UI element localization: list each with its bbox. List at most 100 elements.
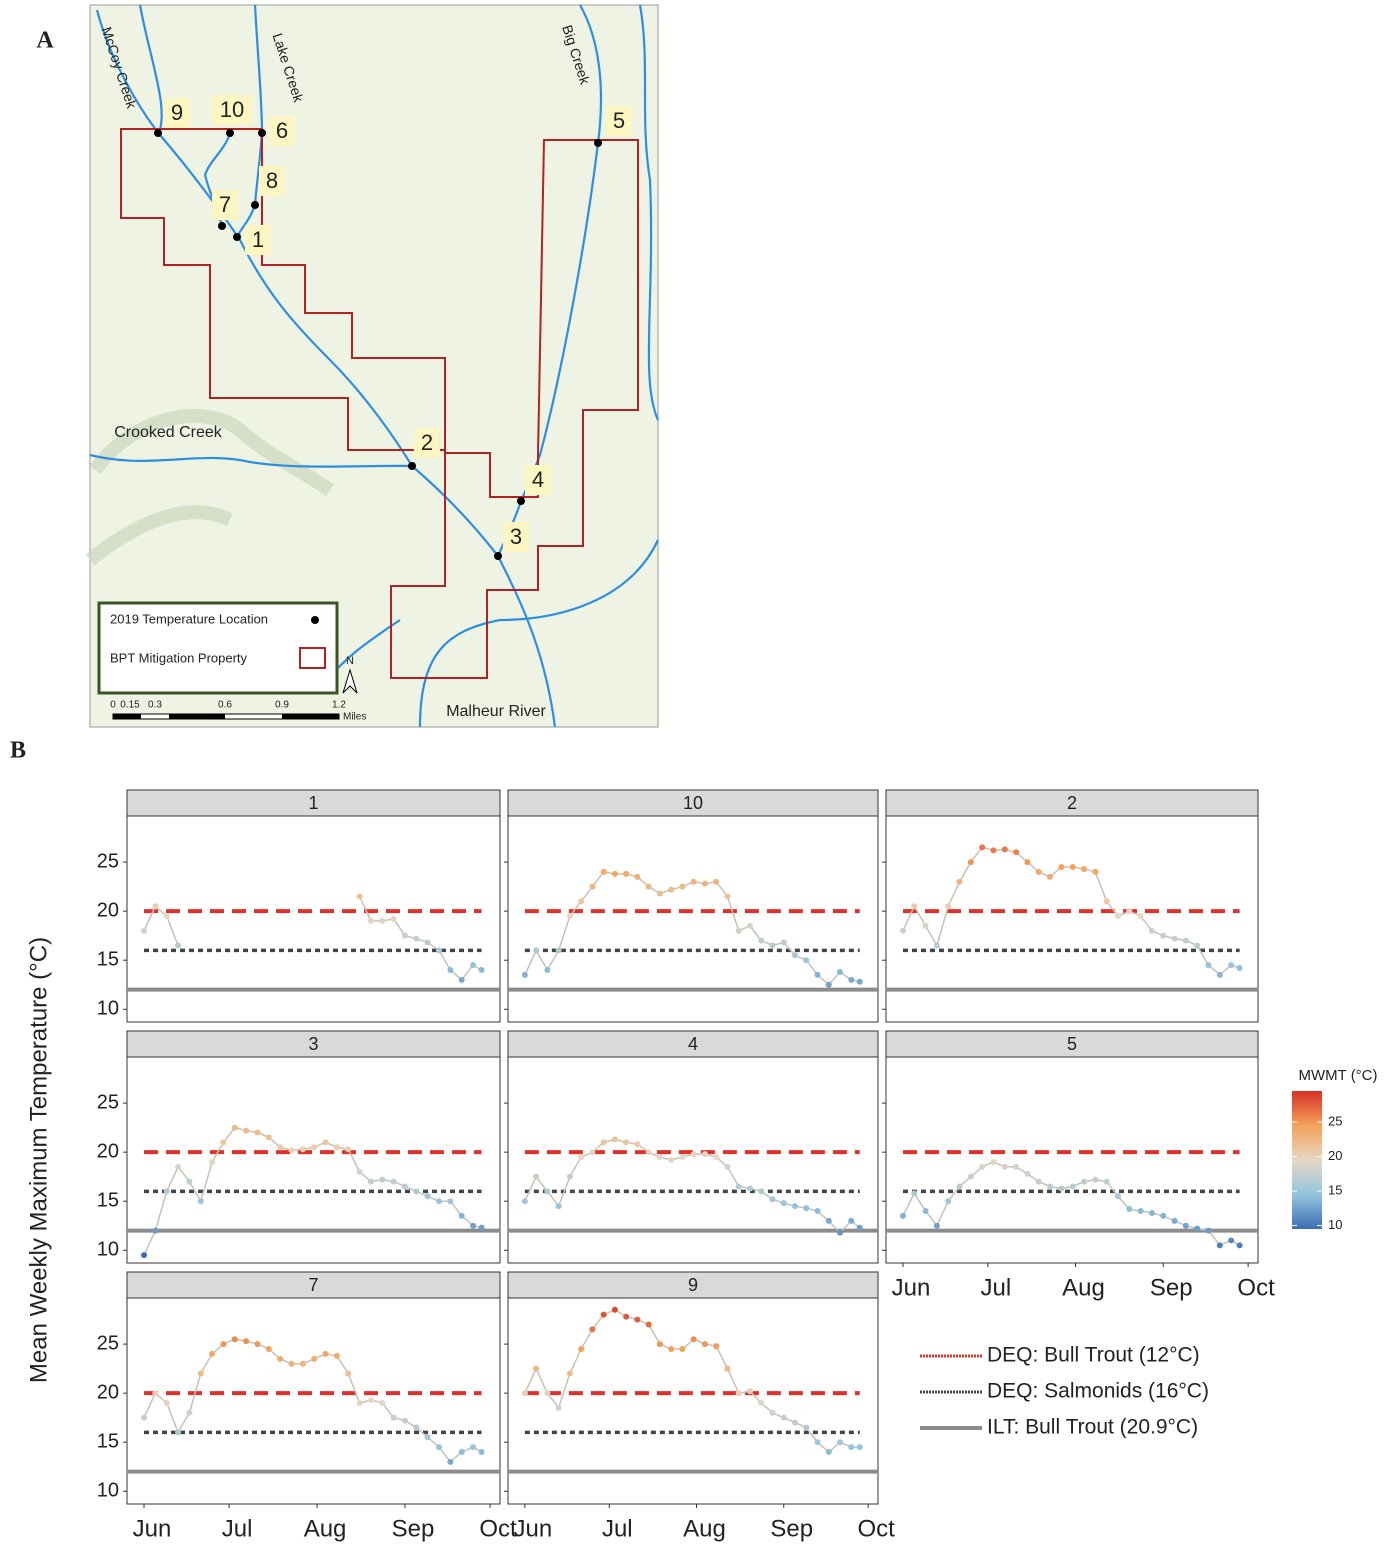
colorbar-tick-label: 10 [1328,1217,1342,1232]
facet-title: 10 [683,793,703,813]
facet: 2 [882,790,1258,1022]
temperature-point [837,1439,843,1445]
temperature-point [1183,938,1189,944]
temperature-point [736,1183,742,1189]
temperature-point [724,1164,730,1170]
legend-label: 2019 Temperature Location [110,611,268,626]
y-tick-label: 15 [97,1430,119,1452]
temperature-point [459,1449,465,1455]
scale-label: 0.15 [120,700,140,711]
temperature-point [781,1415,787,1421]
temperature-point [334,1144,340,1150]
temperature-point [1058,864,1064,870]
temperature-point [769,942,775,948]
temperature-point [979,844,985,850]
temperature-point [402,1418,408,1424]
facet-title: 5 [1067,1034,1077,1054]
temperature-point [803,1205,809,1211]
temperature-point [837,969,843,975]
temperature-point [857,979,863,985]
y-tick-label: 25 [97,1091,119,1113]
site-label: 6 [276,118,288,143]
temperature-point [758,1188,764,1194]
stream-label: Malheur River [446,703,546,720]
temperature-point [968,859,974,865]
temperature-point [413,936,419,942]
temperature-point [300,1361,306,1367]
site-label: 5 [613,108,625,133]
facet-title: 1 [308,793,318,813]
colorbar-tick-label: 15 [1328,1182,1342,1197]
scale-label: 0.6 [218,700,232,711]
facet: 710152025JunJulAugSepOct [97,1272,517,1542]
temperature-point [152,1228,158,1234]
temperature-point [1149,928,1155,934]
temperature-point [668,1346,674,1352]
temperature-point [323,1351,329,1357]
temperature-point [368,1397,374,1403]
temperature-point [402,1183,408,1189]
temperature-point [979,1164,985,1170]
temperature-point [357,1169,363,1175]
temperature-point [243,1128,249,1134]
temperature-point [186,1179,192,1185]
y-tick-label: 25 [97,850,119,872]
temperature-point [1228,962,1234,968]
temperature-point [300,1146,306,1152]
x-tick-label: Jun [133,1515,172,1542]
temperature-point [311,1144,317,1150]
temperature-point [1092,1177,1098,1183]
site-label: 3 [510,524,522,549]
site-dot [251,201,259,209]
temperature-point [1138,913,1144,919]
temperature-point [379,1400,385,1406]
temperature-point [175,942,181,948]
temperature-point [578,1346,584,1352]
temperature-point [713,1343,719,1349]
x-tick-label: Aug [304,1515,347,1542]
temperature-point [691,1151,697,1157]
y-tick-label: 10 [97,1239,119,1261]
temperature-point [1115,1193,1121,1199]
temperature-point [589,1149,595,1155]
temperature-point [612,871,618,877]
temperature-point [826,982,832,988]
temperature-point [923,1208,929,1214]
temperature-point [848,977,854,983]
temperature-point [413,1424,419,1430]
temperature-point [254,1341,260,1347]
x-tick-label: Jul [980,1274,1011,1301]
temperature-point [1205,1228,1211,1234]
facet-title: 7 [308,1275,318,1295]
temperature-point [1183,1223,1189,1229]
y-axis-label: Mean Weekly Maximum Temperature (°C) [25,937,52,1383]
site-label: 7 [219,192,231,217]
temperature-point [447,1459,453,1465]
temperature-point [379,918,385,924]
colorbar-tick-label: 20 [1328,1148,1342,1163]
temperature-point [747,923,753,929]
y-tick-label: 10 [97,1480,119,1502]
y-tick-label: 25 [97,1332,119,1354]
temperature-point [1058,1185,1064,1191]
temperature-point [567,913,573,919]
temperature-point [379,1177,385,1183]
temperature-point [646,884,652,890]
temperature-point [815,972,821,978]
scale-unit: Miles [343,712,366,723]
temperature-point [911,1190,917,1196]
temperature-point [323,1139,329,1145]
temperature-point [243,1338,249,1344]
temperature-point [623,1314,629,1320]
temperature-point [1036,1179,1042,1185]
x-tick-label: Aug [683,1515,726,1542]
temperature-point [152,903,158,909]
scale-bar [113,714,339,719]
temperature-point [345,1146,351,1152]
temperature-point [1217,972,1223,978]
x-tick-label: Oct [857,1515,895,1542]
temperature-point [578,1154,584,1160]
temperature-point [713,1154,719,1160]
temperature-point [792,1203,798,1209]
panel-label: A [36,28,54,54]
